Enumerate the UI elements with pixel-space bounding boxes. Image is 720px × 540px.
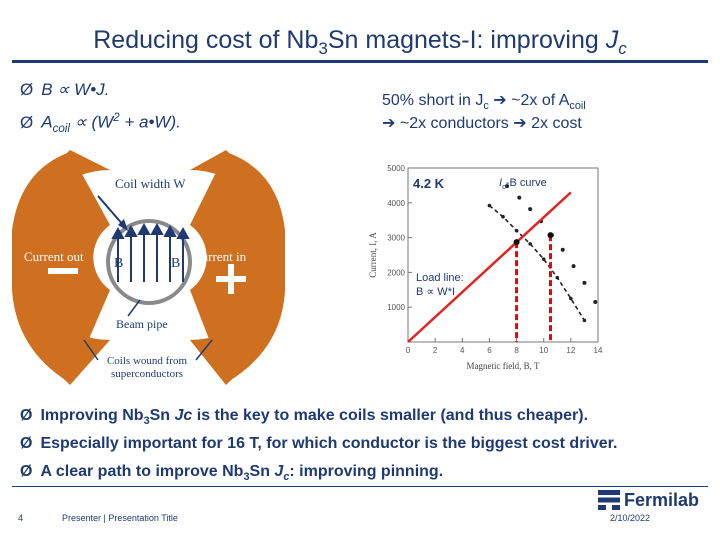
ic-curve-point xyxy=(582,280,587,285)
beam-pipe-pointer xyxy=(127,299,141,317)
fermilab-logo-text: Fermilab xyxy=(624,489,700,510)
beam-pipe-label: Beam pipe xyxy=(116,317,168,331)
fermilab-logo: Fermilab xyxy=(598,489,699,511)
ic-curve-dashed-point xyxy=(555,275,560,280)
coil-width-label: Coil width W xyxy=(115,176,186,191)
load-line xyxy=(407,191,572,343)
coil-width-arrowhead xyxy=(118,219,128,231)
magnet-diagram xyxy=(12,150,285,385)
coil-pointer-left xyxy=(83,339,99,361)
footer-rule xyxy=(12,486,708,487)
y-axis-label: Current, I, A xyxy=(368,232,378,278)
page-number: 4 xyxy=(18,513,24,523)
ic-curve-point xyxy=(571,264,576,269)
ic-curve-point xyxy=(517,195,522,200)
ic-b-chart: 1000 2000 3000 4000 5000 0 2 4 6 8 10 12 14 Magnetic … xyxy=(368,164,603,371)
x-tick-label: 6 xyxy=(487,346,492,355)
b-right-label: B xyxy=(171,256,181,271)
ic-curve-point xyxy=(560,247,565,252)
slide-title: Reducing cost of Nb3Sn magnets-I: improv… xyxy=(93,26,627,58)
ic-curve-dashed-point xyxy=(514,228,519,233)
y-tick-label: 5000 xyxy=(387,164,405,173)
ic-curve-dashed-point xyxy=(569,296,573,301)
presenter-title: Presenter | Presentation Title xyxy=(62,513,178,523)
ic-curve-point xyxy=(528,207,533,212)
bullet-coil-area: Ø Acoil ∝ (W2 + a•W). xyxy=(20,112,181,136)
coil-right-body xyxy=(190,152,285,383)
load-line-label: Load line: B ∝ W*I xyxy=(416,272,464,298)
fermilab-logo-icon xyxy=(598,490,620,510)
y-tick-label: 3000 xyxy=(387,234,405,243)
coils-wound-label: Coils wound from superconductors xyxy=(106,355,188,380)
ic-curve-dashed-point xyxy=(541,257,546,261)
x-axis-label: Magnetic field, B, T xyxy=(466,361,540,371)
note-cost: ➔ ~2x conductors ➔ 2x cost xyxy=(382,115,582,132)
current-out-label: Current out xyxy=(24,249,84,264)
minus-icon xyxy=(48,268,78,274)
ic-curve-dashed-point xyxy=(487,203,492,208)
x-tick-label: 8 xyxy=(514,346,519,355)
bullet-improving-jc: Ø Improving Nb3Sn Jc is the key to make c… xyxy=(20,407,589,428)
current-in-label: Current in xyxy=(193,249,247,264)
coil-width-pointer xyxy=(97,195,125,227)
x-tick-label: 12 xyxy=(566,346,575,355)
bullet-16t: Ø Especially important for 16 T, for whic… xyxy=(20,435,618,452)
intersection-point xyxy=(547,232,554,239)
curve-label: Ic-B curve xyxy=(499,177,547,192)
ic-curve-dashed-point xyxy=(501,214,505,219)
field-arrows xyxy=(111,222,190,282)
intersection-point xyxy=(513,239,520,246)
plus-icon-v xyxy=(228,264,234,294)
x-tick-label: 2 xyxy=(433,346,438,355)
y-tick-label: 2000 xyxy=(387,268,405,277)
temperature-label: 4.2 K xyxy=(413,176,445,191)
x-tick-label: 14 xyxy=(594,346,603,355)
x-tick-label: 4 xyxy=(460,346,465,355)
x-tick-label: 10 xyxy=(539,346,548,355)
ic-curve-dashed-point xyxy=(528,242,532,246)
ic-curve-point xyxy=(505,184,510,189)
y-tick-label: 1000 xyxy=(387,303,405,312)
x-tick-label: 0 xyxy=(406,346,411,355)
coil-left-body xyxy=(12,152,110,383)
ic-curve-dashed-point xyxy=(582,318,587,323)
y-tick-label: 4000 xyxy=(387,199,405,208)
note-short-jc: 50% short in Jc ➔ ~2x of Acoil xyxy=(382,92,586,113)
title-underline xyxy=(12,60,708,63)
ic-curve-dashed xyxy=(488,204,586,321)
ic-curve-point xyxy=(593,299,598,304)
coil-pointer-right xyxy=(195,339,213,361)
footer-date: 2/10/2022 xyxy=(610,513,651,523)
b-left-label: B xyxy=(114,256,124,271)
